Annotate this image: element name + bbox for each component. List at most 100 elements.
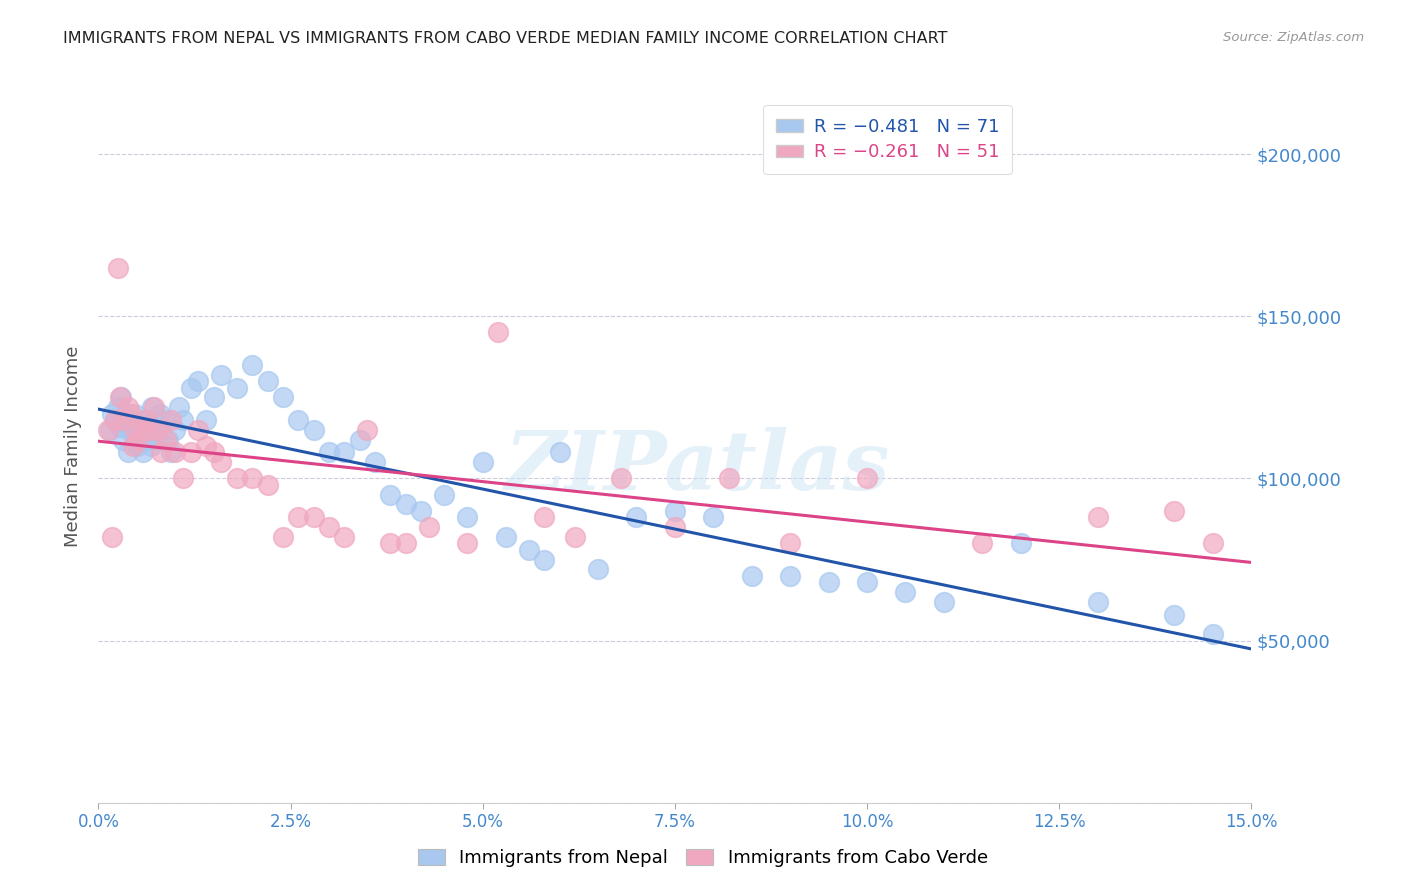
Point [160, 413, 183, 427]
Point [1087, 510, 1109, 524]
Point [1163, 607, 1185, 622]
Point [107, 400, 129, 414]
Point [139, 439, 162, 453]
Point [122, 439, 145, 453]
Y-axis label: Median Family Income: Median Family Income [65, 345, 83, 547]
Point [533, 552, 555, 566]
Point [111, 433, 134, 447]
Point [626, 510, 648, 524]
Point [108, 419, 131, 434]
Point [664, 504, 686, 518]
Point [856, 575, 879, 590]
Point [108, 390, 131, 404]
Point [127, 419, 149, 434]
Point [333, 530, 356, 544]
Point [114, 409, 136, 424]
Point [101, 407, 124, 421]
Point [856, 471, 879, 485]
Point [124, 407, 146, 421]
Point [418, 520, 440, 534]
Point [195, 413, 218, 427]
Point [145, 423, 167, 437]
Point [894, 585, 917, 599]
Text: ZIPatlas: ZIPatlas [505, 427, 890, 508]
Point [202, 390, 225, 404]
Point [318, 445, 340, 459]
Point [125, 439, 148, 453]
Point [148, 423, 170, 437]
Point [97, 423, 120, 437]
Point [271, 390, 294, 404]
Point [1163, 504, 1185, 518]
Point [167, 400, 190, 414]
Legend: Immigrants from Nepal, Immigrants from Cabo Verde: Immigrants from Nepal, Immigrants from C… [411, 841, 995, 874]
Point [156, 433, 179, 447]
Point [187, 423, 209, 437]
Point [148, 433, 170, 447]
Point [138, 423, 160, 437]
Point [380, 488, 402, 502]
Point [187, 374, 209, 388]
Point [380, 536, 402, 550]
Point [209, 455, 232, 469]
Point [142, 400, 165, 414]
Point [155, 433, 177, 447]
Point [486, 326, 509, 340]
Point [256, 374, 278, 388]
Point [202, 445, 225, 459]
Point [395, 497, 418, 511]
Point [111, 413, 134, 427]
Point [349, 433, 371, 447]
Legend: R = −0.481   N = 71, R = −0.261   N = 51: R = −0.481 N = 71, R = −0.261 N = 51 [763, 105, 1012, 174]
Point [152, 413, 174, 427]
Point [172, 413, 194, 427]
Point [395, 536, 418, 550]
Point [717, 471, 740, 485]
Point [98, 423, 121, 437]
Point [180, 445, 202, 459]
Point [533, 510, 555, 524]
Point [318, 520, 340, 534]
Point [127, 433, 149, 447]
Point [517, 542, 540, 557]
Point [972, 536, 994, 550]
Text: IMMIGRANTS FROM NEPAL VS IMMIGRANTS FROM CABO VERDE MEDIAN FAMILY INCOME CORRELA: IMMIGRANTS FROM NEPAL VS IMMIGRANTS FROM… [63, 31, 948, 46]
Point [240, 358, 263, 372]
Point [134, 413, 156, 427]
Point [256, 478, 278, 492]
Point [586, 562, 609, 576]
Point [1202, 627, 1225, 641]
Text: Source: ZipAtlas.com: Source: ZipAtlas.com [1223, 31, 1364, 45]
Point [150, 445, 173, 459]
Point [1087, 595, 1109, 609]
Point [225, 381, 247, 395]
Point [172, 471, 194, 485]
Point [456, 536, 478, 550]
Point [141, 400, 163, 414]
Point [356, 423, 378, 437]
Point [287, 510, 309, 524]
Point [932, 595, 955, 609]
Point [271, 530, 294, 544]
Point [124, 423, 146, 437]
Point [118, 423, 141, 437]
Point [1202, 536, 1225, 550]
Point [165, 423, 187, 437]
Point [702, 510, 724, 524]
Point [240, 471, 263, 485]
Point [364, 455, 387, 469]
Point [664, 520, 686, 534]
Point [817, 575, 839, 590]
Point [160, 445, 183, 459]
Point [1010, 536, 1032, 550]
Point [779, 568, 801, 582]
Point [165, 445, 187, 459]
Point [135, 433, 157, 447]
Point [456, 510, 478, 524]
Point [287, 413, 309, 427]
Point [411, 504, 433, 518]
Point [548, 445, 571, 459]
Point [495, 530, 517, 544]
Point [302, 510, 325, 524]
Point [122, 425, 145, 440]
